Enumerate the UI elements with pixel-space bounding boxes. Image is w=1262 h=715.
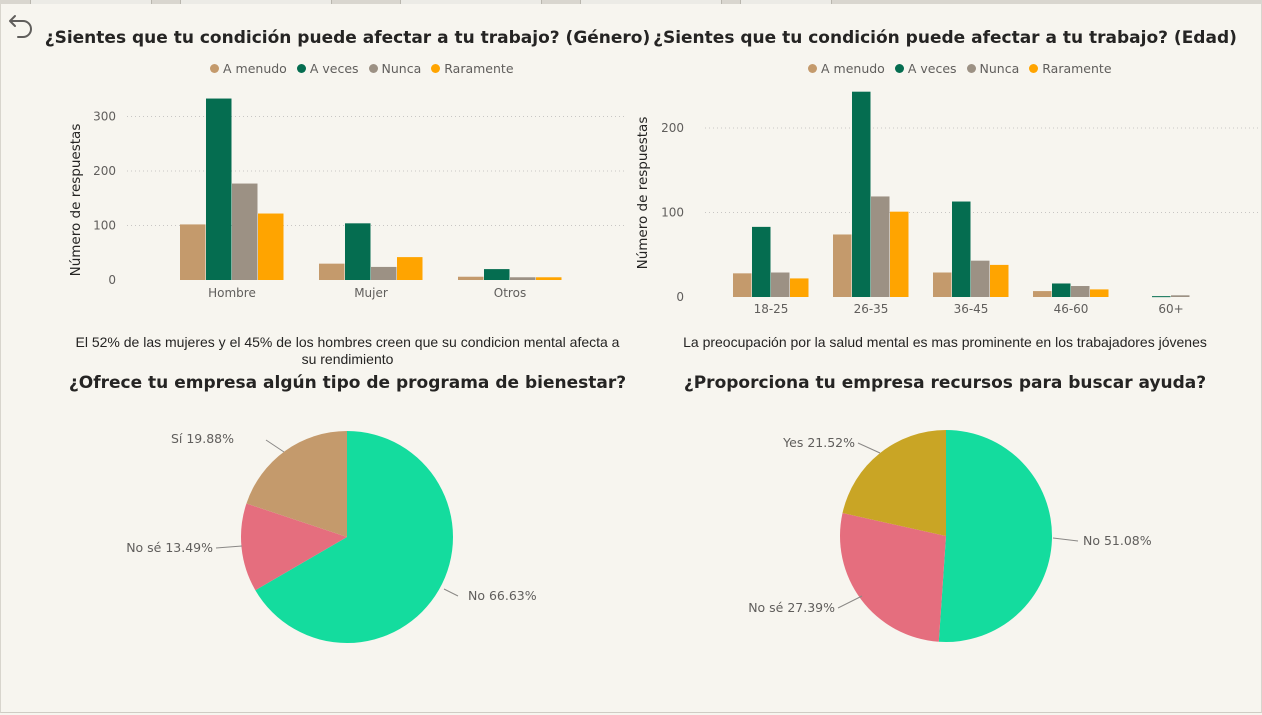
top-tab-strip xyxy=(0,0,1262,4)
legend-item[interactable]: A veces xyxy=(894,61,957,76)
chart-title-genero: ¿Sientes que tu condición puede afectar … xyxy=(44,28,651,48)
legend-dot xyxy=(368,64,378,73)
chart-footnote-edad: La preocupación por la salud mental es m… xyxy=(683,334,1207,350)
legend-label: Nunca xyxy=(381,61,422,76)
legend-dot xyxy=(431,64,441,73)
legend-label: A menudo xyxy=(821,61,885,76)
legend-label: Raramente xyxy=(444,61,514,76)
back-button[interactable] xyxy=(6,10,36,40)
legend-label: A menudo xyxy=(223,61,287,76)
legend-item[interactable]: Nunca xyxy=(966,61,1020,76)
chart-title-edad: ¿Sientes que tu condición puede afectar … xyxy=(653,28,1237,48)
chart-legend-genero: A menudo A veces Nunca Raramente xyxy=(210,61,514,76)
top-tab-fragment[interactable] xyxy=(180,0,332,4)
legend-dot xyxy=(210,64,219,73)
chart-footnote-genero: El 52% de las mujeres y el 45% de los ho… xyxy=(75,334,620,367)
legend-label: A veces xyxy=(309,61,359,76)
legend-item[interactable]: Raramente xyxy=(1029,61,1112,76)
legend-item[interactable]: A menudo xyxy=(210,61,287,76)
chart-legend-edad: A menudo A veces Nunca Raramente xyxy=(808,61,1112,76)
legend-label: Raramente xyxy=(1042,61,1112,76)
chart-title-recursos: ¿Proporciona tu empresa recursos para bu… xyxy=(683,373,1207,393)
legend-label: Nunca xyxy=(979,61,1020,76)
legend-item[interactable]: Raramente xyxy=(431,61,514,76)
top-tab-fragment[interactable] xyxy=(30,0,152,4)
legend-dot xyxy=(966,64,976,73)
undo-arrow-icon xyxy=(9,15,32,38)
legend-label: A veces xyxy=(907,61,957,76)
chart-title-bienestar: ¿Ofrece tu empresa algún tipo de program… xyxy=(68,373,627,393)
legend-item[interactable]: A menudo xyxy=(808,61,885,76)
legend-item[interactable]: A veces xyxy=(296,61,359,76)
legend-dot xyxy=(894,64,904,73)
legend-dot xyxy=(1029,64,1039,73)
legend-dot xyxy=(296,64,306,73)
top-tab-fragment[interactable] xyxy=(400,0,542,4)
top-tab-fragment[interactable] xyxy=(580,0,722,4)
legend-item[interactable]: Nunca xyxy=(368,61,422,76)
legend-dot xyxy=(808,64,817,73)
top-tab-fragment[interactable] xyxy=(740,0,832,4)
